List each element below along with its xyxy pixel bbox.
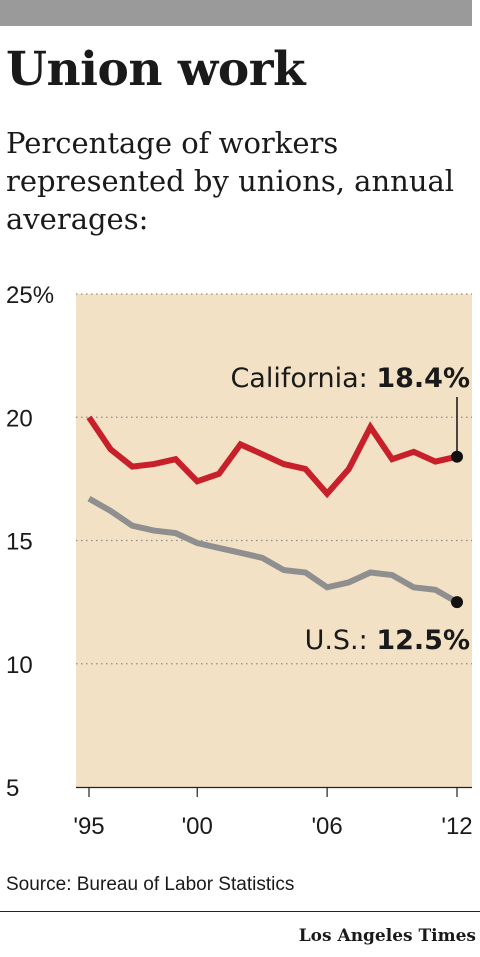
endpoint-dot-us xyxy=(451,596,463,609)
y-tick-label: 10 xyxy=(6,652,33,679)
series-callout-name: California: xyxy=(230,363,376,394)
x-tick-label: '06 xyxy=(311,813,342,840)
x-tick-label: '00 xyxy=(182,813,213,840)
x-tick-label: '12 xyxy=(441,813,472,840)
chart-subtitle: Percentage of workers represented by uni… xyxy=(6,126,455,236)
series-callout-california: California: 18.4% xyxy=(230,363,470,394)
y-tick-label: 15 xyxy=(6,529,33,556)
series-line-us xyxy=(87,495,459,605)
y-tick-label: 25% xyxy=(6,282,54,309)
y-tick-label: 5 xyxy=(6,775,19,802)
series-line-california xyxy=(86,415,458,499)
line-chart: 25% 20 15 10 5 '95 '00 '06 '12 California: 18.4% U… xyxy=(6,282,473,840)
source-note: Source: Bureau of Labor Statistics xyxy=(6,874,295,895)
series-callout-value: 12.5% xyxy=(376,625,470,656)
footer-divider xyxy=(0,911,480,912)
y-tick-label: 20 xyxy=(6,405,33,432)
series-callout-value: 18.4% xyxy=(376,363,470,394)
chart-title: Union work xyxy=(6,42,306,97)
series-callout-us: U.S.: 12.5% xyxy=(305,625,470,656)
x-tick-label: '95 xyxy=(73,813,104,840)
publisher-credit: Los Angeles Times xyxy=(298,926,476,946)
top-bar xyxy=(0,0,472,26)
series-callout-name: U.S.: xyxy=(305,625,377,656)
